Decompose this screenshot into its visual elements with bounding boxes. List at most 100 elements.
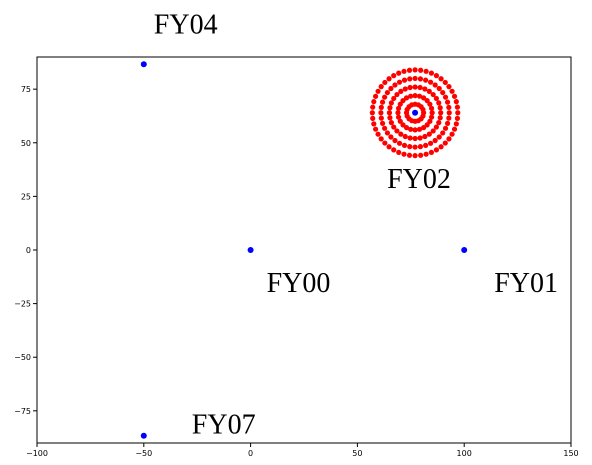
ring-point xyxy=(423,77,429,83)
ring-point xyxy=(375,131,381,137)
ring-point xyxy=(442,125,449,131)
ring-point xyxy=(391,124,397,130)
ring-point xyxy=(444,99,451,105)
ring-point xyxy=(395,110,401,116)
ring-point xyxy=(428,149,435,155)
y-tick-label: 0 xyxy=(26,246,31,255)
ring-point xyxy=(394,128,400,134)
ring-point xyxy=(417,144,424,150)
ring-point xyxy=(430,91,436,98)
ring-point xyxy=(391,95,397,102)
ring-point xyxy=(436,134,442,140)
ring-point xyxy=(407,135,413,141)
y-tick-label: 75 xyxy=(21,85,31,94)
ring-point xyxy=(451,126,458,132)
ring-point xyxy=(436,85,442,92)
ring-point xyxy=(370,115,376,121)
ring-point xyxy=(401,68,407,74)
point-label-fy01: FY01 xyxy=(494,268,558,299)
ring-point xyxy=(392,137,398,144)
ring-point xyxy=(412,67,418,73)
ring-point xyxy=(417,76,424,82)
ring-point xyxy=(417,84,423,91)
ring-point xyxy=(388,134,394,140)
y-tick-label: −75 xyxy=(14,407,31,416)
ring-point xyxy=(440,130,446,136)
ring-point xyxy=(423,151,429,157)
ring-point xyxy=(400,98,406,104)
ring-point xyxy=(455,110,461,116)
ring-point xyxy=(384,89,391,96)
ring-point xyxy=(386,144,392,150)
ring-point xyxy=(453,121,459,127)
ring-point xyxy=(388,120,394,126)
ring-point xyxy=(379,120,386,126)
ring-point xyxy=(422,86,428,92)
ring-point xyxy=(406,152,413,158)
data-point-fy04 xyxy=(140,61,147,68)
ring-point xyxy=(432,82,438,88)
ring-point xyxy=(412,144,418,150)
ring-point xyxy=(421,125,427,131)
ring-point xyxy=(407,144,413,150)
ring-point xyxy=(422,133,428,140)
ring-point xyxy=(396,140,403,146)
ring-point xyxy=(402,133,408,140)
ring-point xyxy=(433,147,440,153)
ring-point xyxy=(433,73,440,79)
ring-point xyxy=(442,140,448,146)
ring-point xyxy=(395,114,402,120)
ring-point xyxy=(427,101,433,107)
ring-point xyxy=(437,115,443,121)
ring-point xyxy=(423,142,429,148)
ring-point xyxy=(442,94,449,100)
ring-point xyxy=(378,115,384,121)
ring-point xyxy=(446,110,452,116)
ring-point xyxy=(418,67,424,73)
ring-point xyxy=(387,115,393,121)
x-tick-label: 50 xyxy=(352,449,362,458)
ring-point xyxy=(386,76,392,82)
ring-point xyxy=(416,126,423,132)
ring-point xyxy=(412,127,418,133)
y-tick-label: 25 xyxy=(21,192,31,201)
ring-point xyxy=(401,151,407,157)
ring-point xyxy=(412,75,418,82)
ring-point xyxy=(438,76,444,82)
ring-point xyxy=(451,93,458,99)
ring-point xyxy=(453,99,459,105)
ring-point xyxy=(371,121,377,127)
ring-point xyxy=(397,101,403,107)
ring-point xyxy=(403,125,410,131)
ring-point xyxy=(371,99,377,105)
x-tick-label: 100 xyxy=(457,449,472,458)
anchor-points xyxy=(140,61,468,439)
ring-point xyxy=(394,91,400,98)
ring-point xyxy=(442,79,448,86)
ring-point xyxy=(396,70,402,76)
ring-point xyxy=(407,76,413,82)
ring-point xyxy=(418,152,424,158)
x-tick-label: −100 xyxy=(26,449,48,458)
ring-point xyxy=(427,79,434,85)
ring-point xyxy=(391,73,397,79)
ring-point xyxy=(446,136,452,142)
ring-point xyxy=(436,100,442,106)
ring-point xyxy=(426,131,432,137)
ring-point xyxy=(438,144,444,150)
ring-point xyxy=(412,153,418,159)
ring-point xyxy=(369,110,375,116)
ring-point xyxy=(370,104,376,110)
ring-point xyxy=(440,89,446,96)
ring-point xyxy=(401,77,408,83)
ring-point xyxy=(403,95,410,101)
point-labels: FY00 FY01 FY02 FY04 FY07 xyxy=(154,9,558,440)
y-tick-label: 50 xyxy=(21,139,31,148)
ring-point xyxy=(446,84,452,90)
ring-point xyxy=(421,95,427,101)
x-tick-label: 0 xyxy=(248,449,253,458)
ring-point xyxy=(375,88,381,94)
x-tick-label: −50 xyxy=(135,449,152,458)
data-point-fy07 xyxy=(140,432,147,439)
